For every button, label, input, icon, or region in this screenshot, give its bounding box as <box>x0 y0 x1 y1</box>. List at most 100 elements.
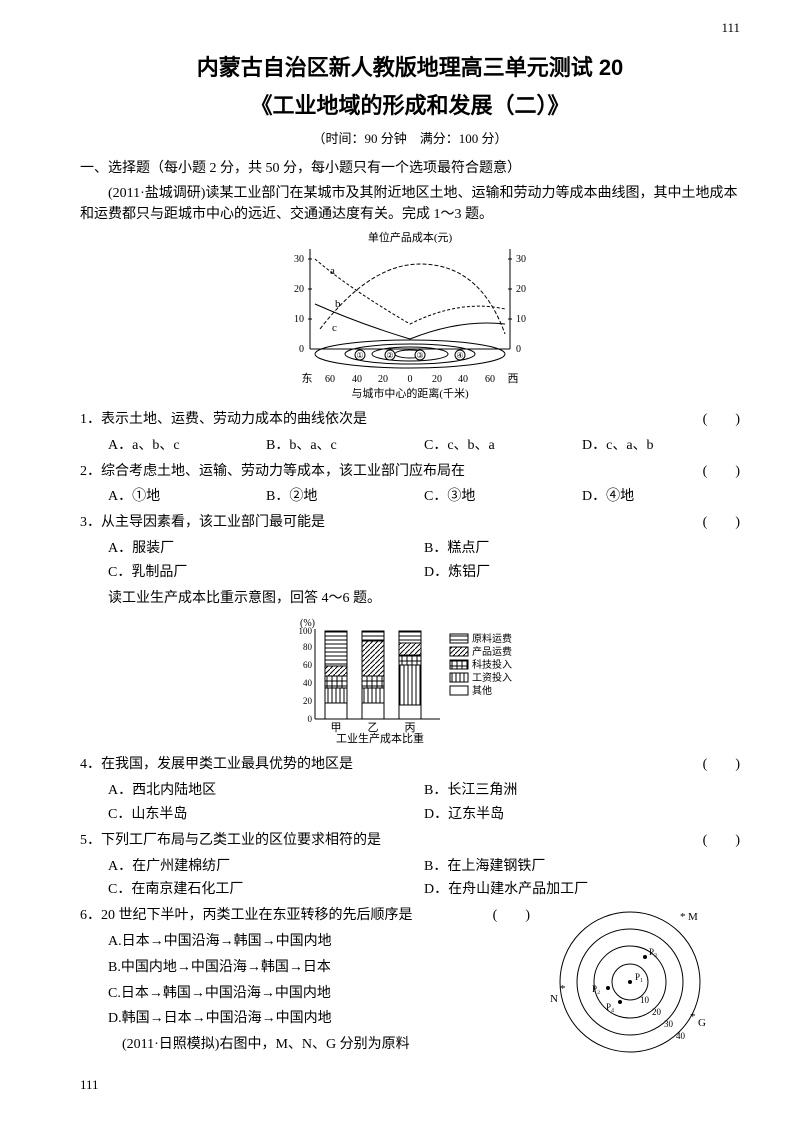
q6-opt-d: D.韩国→日本→中国沿海→中国内地 <box>80 1007 530 1031</box>
q1-stem: 1．表示土地、运费、劳动力成本的曲线依次是( ) <box>80 408 740 432</box>
svg-text:20: 20 <box>378 374 388 385</box>
subtitle: 《工业地域的形成和发展（二）》 <box>80 88 740 120</box>
page-number-top: 111 <box>721 20 740 36</box>
q2-stem: 2．综合考虑土地、运输、劳动力等成本，该工业部门应布局在( ) <box>80 460 740 484</box>
svg-text:与城市中心的距离(千米): 与城市中心的距离(千米) <box>351 386 469 399</box>
svg-text:原料运费: 原料运费 <box>472 632 512 645</box>
q1-options: A．a、b、c B．b、a、c C．c、b、a D．c、a、b <box>80 434 740 458</box>
figure-3: 10 20 30 40 *M *N *G P₁ P₂ P₃ P₄ <box>530 902 730 1062</box>
svg-text:④: ④ <box>456 351 463 360</box>
svg-text:0: 0 <box>408 374 413 385</box>
svg-text:M: M <box>688 911 698 923</box>
fig2-bar-yi <box>362 631 384 719</box>
q1-opt-d: D．c、a、b <box>582 434 740 458</box>
svg-text:产品运费: 产品运费 <box>472 645 512 658</box>
svg-text:P₃: P₃ <box>649 947 657 957</box>
main-title: 内蒙古自治区新人教版地理高三单元测试 20 <box>80 50 740 82</box>
q1-opt-b: B．b、a、c <box>266 434 424 458</box>
svg-text:*: * <box>690 1011 696 1023</box>
svg-text:60: 60 <box>303 660 313 670</box>
passage-2: 读工业生产成本比重示意图，回答 4～6 题。 <box>80 587 740 611</box>
q3-opt-d: D．炼铝厂 <box>424 561 740 585</box>
svg-text:①: ① <box>356 351 363 360</box>
svg-text:工资投入: 工资投入 <box>472 671 512 684</box>
fig1-curve-b <box>315 304 505 339</box>
figure-2: (%) 0 20 40 60 80 100 <box>80 614 740 749</box>
svg-text:20: 20 <box>516 284 526 295</box>
svg-text:*: * <box>560 983 566 995</box>
svg-text:20: 20 <box>294 284 304 295</box>
svg-text:a: a <box>330 265 335 277</box>
q6-opt-a: A.日本→中国沿海→韩国→中国内地 <box>80 930 530 954</box>
svg-text:c: c <box>332 322 337 334</box>
q1-opt-c: C．c、b、a <box>424 434 582 458</box>
svg-text:10: 10 <box>294 314 304 325</box>
svg-text:工业生产成本比重: 工业生产成本比重 <box>336 731 424 744</box>
q4-opt-c: C．山东半岛 <box>108 803 424 827</box>
svg-text:30: 30 <box>516 254 526 265</box>
q2-opt-d: D．④地 <box>582 485 740 509</box>
svg-text:40: 40 <box>676 1031 686 1041</box>
svg-text:20: 20 <box>303 696 313 706</box>
svg-text:P₄: P₄ <box>606 1002 614 1012</box>
q2-opt-c: C．③地 <box>424 485 582 509</box>
passage-3: (2011·日照模拟)右图中，M、N、G 分别为原料 <box>80 1033 530 1057</box>
q4-opt-b: B．长江三角洲 <box>424 779 740 803</box>
svg-text:30: 30 <box>294 254 304 265</box>
passage-1: (2011·盐城调研)读某工业部门在某城市及其附近地区土地、运输和劳动力等成本曲… <box>80 183 740 225</box>
q4-options: A．西北内陆地区 B．长江三角洲 C．山东半岛 D．辽东半岛 <box>80 779 740 827</box>
q3-stem: 3．从主导因素看，该工业部门最可能是( ) <box>80 511 740 535</box>
fig2-bar-bing <box>399 631 421 719</box>
q4-stem: 4．在我国，发展甲类工业最具优势的地区是( ) <box>80 753 740 777</box>
svg-text:N: N <box>550 993 558 1005</box>
svg-text:P₂: P₂ <box>592 984 600 994</box>
q3-options: A．服装厂 B．糕点厂 C．乳制品厂 D．炼铝厂 <box>80 537 740 585</box>
svg-text:东: 东 <box>302 372 313 385</box>
svg-text:西: 西 <box>508 373 519 385</box>
svg-text:②: ② <box>386 351 393 360</box>
svg-text:60: 60 <box>485 374 495 385</box>
q5-opt-d: D．在舟山建水产品加工厂 <box>424 878 740 902</box>
q5-opt-c: C．在南京建石化工厂 <box>108 878 424 902</box>
svg-text:0: 0 <box>308 714 313 724</box>
q6-opt-b: B.中国内地→中国沿海→韩国→日本 <box>80 956 530 980</box>
page-number-bottom: 111 <box>80 1077 740 1093</box>
fig1-ytitle: 单位产品成本(元) <box>368 230 453 244</box>
svg-text:100: 100 <box>299 626 313 636</box>
svg-text:40: 40 <box>303 678 313 688</box>
svg-text:G: G <box>698 1017 706 1029</box>
q1-opt-a: A．a、b、c <box>108 434 266 458</box>
q3-opt-a: A．服装厂 <box>108 537 424 561</box>
q6-opt-c: C.日本→韩国→中国沿海→中国内地 <box>80 982 530 1006</box>
section-a-heading: 一、选择题（每小题 2 分，共 50 分，每小题只有一个选项最符合题意） <box>80 157 740 177</box>
svg-text:P₁: P₁ <box>635 972 643 982</box>
time-score-info: （时间：90 分钟 满分：100 分） <box>80 128 740 147</box>
svg-text:0: 0 <box>299 344 304 355</box>
q6-stem: 6．20 世纪下半叶，丙类工业在东亚转移的先后顺序是( ) <box>80 904 530 928</box>
svg-text:80: 80 <box>303 642 313 652</box>
q3-opt-b: B．糕点厂 <box>424 537 740 561</box>
svg-text:③: ③ <box>416 351 423 360</box>
q2-opt-a: A．①地 <box>108 485 266 509</box>
svg-text:40: 40 <box>352 374 362 385</box>
svg-text:40: 40 <box>458 374 468 385</box>
q5-opt-b: B．在上海建钢铁厂 <box>424 855 740 879</box>
svg-text:20: 20 <box>432 374 442 385</box>
svg-text:*: * <box>680 911 686 923</box>
fig2-bar-jia <box>325 631 347 719</box>
q5-opt-a: A．在广州建棉纺厂 <box>108 855 424 879</box>
fig2-legend: 原料运费 产品运费 科技投入 工资投入 其他 <box>450 632 512 697</box>
svg-text:0: 0 <box>516 344 521 355</box>
q5-options: A．在广州建棉纺厂 B．在上海建钢铁厂 C．在南京建石化工厂 D．在舟山建水产品… <box>80 855 740 903</box>
svg-text:科技投入: 科技投入 <box>472 658 512 671</box>
figure-1: 单位产品成本(元) 0 10 20 30 0 10 20 30 a b c <box>80 229 740 404</box>
q2-options: A．①地 B．②地 C．③地 D．④地 <box>80 485 740 509</box>
svg-text:其他: 其他 <box>472 684 492 697</box>
svg-text:20: 20 <box>652 1007 662 1017</box>
q2-opt-b: B．②地 <box>266 485 424 509</box>
q4-opt-d: D．辽东半岛 <box>424 803 740 827</box>
svg-text:30: 30 <box>664 1019 674 1029</box>
fig1-curve-a <box>315 259 505 324</box>
q3-opt-c: C．乳制品厂 <box>108 561 424 585</box>
svg-text:10: 10 <box>640 995 650 1005</box>
